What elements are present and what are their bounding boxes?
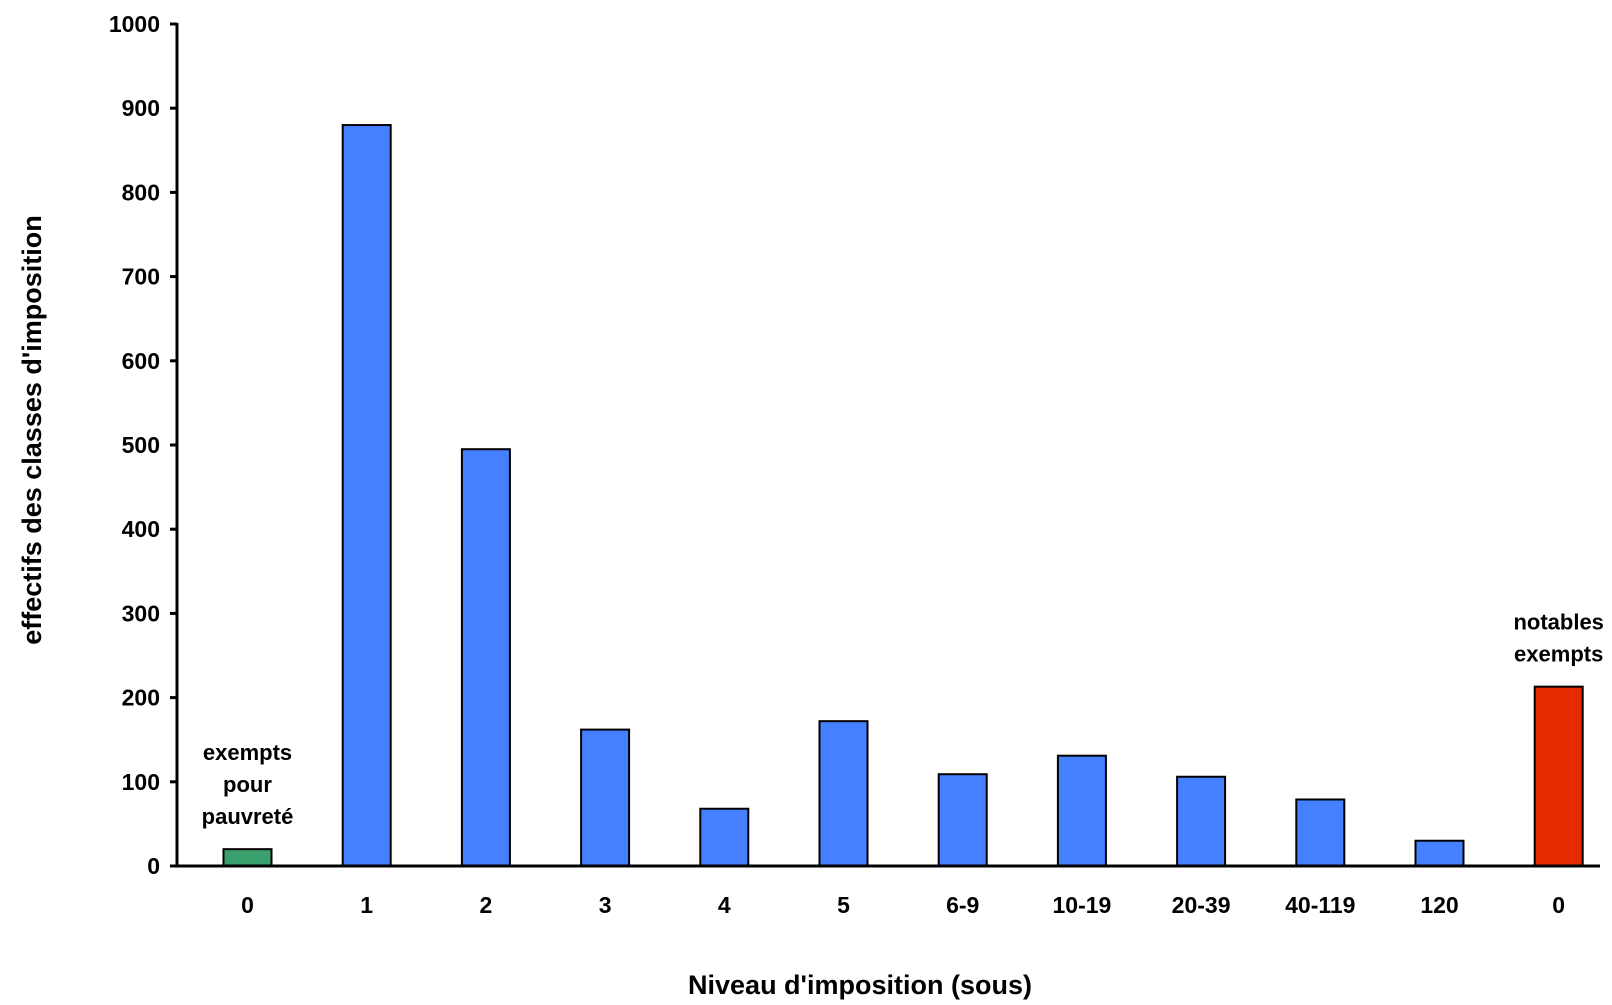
x-tick-label: 0 <box>241 892 254 918</box>
y-tick-label: 200 <box>122 685 160 711</box>
bar-1 <box>341 124 392 868</box>
x-axis-tick-labels: 0 1 2 3 4 5 6-9 10-19 20-39 40-119 120 0 <box>241 892 1565 918</box>
bar-6 <box>937 773 988 867</box>
annotation-11: notables exempts <box>1513 610 1603 667</box>
bar-2 <box>460 448 511 867</box>
bars <box>222 124 1584 868</box>
annotation-line: notables <box>1513 610 1603 635</box>
x-tick-label: 6-9 <box>946 892 979 918</box>
x-tick-label: 40-119 <box>1285 892 1355 918</box>
x-tick-label: 1 <box>360 892 373 918</box>
y-tick-label: 1000 <box>109 11 160 37</box>
y-axis-title: effectifs des classes d'imposition <box>17 215 47 645</box>
bar-10 <box>1414 839 1465 867</box>
annotation-line: exempts <box>1514 642 1603 667</box>
bar-11 <box>1533 685 1584 867</box>
bar-5 <box>818 720 869 868</box>
x-tick-label: 2 <box>480 892 493 918</box>
bar-8 <box>1176 775 1227 867</box>
y-tick-label: 600 <box>122 348 160 374</box>
y-tick-label: 100 <box>122 769 160 795</box>
x-tick-label: 10-19 <box>1052 892 1111 918</box>
y-tick-label: 300 <box>122 600 160 626</box>
x-axis-title: Niveau d'imposition (sous) <box>688 970 1032 1000</box>
y-tick-label: 500 <box>122 432 160 458</box>
y-tick-label: 400 <box>122 516 160 542</box>
x-tick-label: 5 <box>837 892 850 918</box>
annotation-0: exempts pour pauvreté <box>202 740 294 829</box>
bar-7 <box>1056 754 1107 867</box>
annotation-line: pauvreté <box>202 804 294 829</box>
annotation-line: pour <box>223 772 272 797</box>
y-tick-label: 900 <box>122 95 160 121</box>
x-tick-label: 0 <box>1552 892 1565 918</box>
x-tick-label: 20-39 <box>1172 892 1231 918</box>
y-tick-label: 700 <box>122 264 160 290</box>
y-axis-ticks: 0 100 200 300 400 500 600 700 800 900 1000 <box>109 11 177 879</box>
x-tick-label: 120 <box>1420 892 1458 918</box>
y-tick-label: 0 <box>147 853 160 879</box>
y-tick-label: 800 <box>122 179 160 205</box>
annotation-line: exempts <box>203 740 292 765</box>
bar-9 <box>1295 798 1346 867</box>
x-tick-label: 3 <box>599 892 612 918</box>
bar-0 <box>222 848 273 867</box>
bar-3 <box>580 728 631 868</box>
bar-4 <box>699 807 750 868</box>
annotations: exempts pour pauvreté notables exempts <box>202 610 1604 830</box>
x-tick-label: 4 <box>718 892 731 918</box>
